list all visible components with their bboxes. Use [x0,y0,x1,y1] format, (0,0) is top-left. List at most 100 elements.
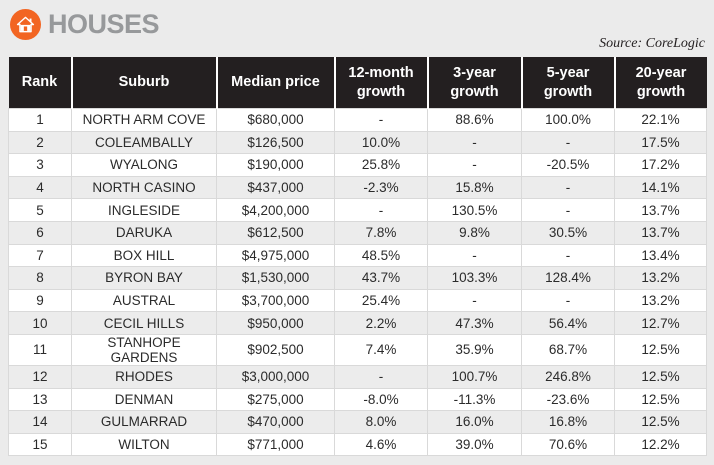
cell-3-year-growth: 35.9% [427,333,522,366]
cell-suburb: AUSTRAL [71,288,217,313]
cell-rank: 14 [8,410,72,434]
cell-20-year-growth: 13.2% [614,266,707,290]
cell-median-price: $1,530,000 [216,266,335,290]
table-row: 10 CECIL HILLS $950,000 2.2% 47.3% 56.4% 12.7% [8,311,707,335]
cell-rank: 3 [8,153,72,177]
cell-12-month-growth: -8.0% [334,387,428,412]
cell-rank: 2 [8,130,72,155]
cell-5-year-growth: - [521,175,615,200]
cell-5-year-growth: - [521,243,615,268]
col-header-suburb: Suburb [70,57,217,109]
cell-3-year-growth: 16.0% [427,410,522,434]
cell-5-year-growth: 70.6% [521,432,615,457]
cell-5-year-growth: - [521,198,615,222]
cell-12-month-growth: - [334,364,428,389]
cell-rank: 7 [8,243,72,268]
cell-median-price: $275,000 [216,387,335,412]
cell-suburb: STANHOPE GARDENS [71,333,217,366]
cell-median-price: $126,500 [216,130,335,155]
cell-suburb: RHODES [71,364,217,389]
cell-3-year-growth: 39.0% [427,432,522,457]
cell-5-year-growth: 56.4% [521,311,615,335]
cell-3-year-growth: 9.8% [427,220,522,245]
cell-20-year-growth: 12.7% [614,311,707,335]
cell-median-price: $4,200,000 [216,198,335,222]
cell-suburb: DARUKA [71,220,217,245]
cell-median-price: $771,000 [216,432,335,457]
cell-median-price: $3,700,000 [216,288,335,313]
cell-5-year-growth: 68.7% [521,333,615,366]
table-row: 9 AUSTRAL $3,700,000 25.4% - -13.2% [8,288,707,313]
cell-5-year-growth: 16.8% [521,410,615,434]
cell-median-price: $902,500 [216,333,335,366]
cell-median-price: $680,000 [216,108,335,132]
house-icon [10,8,41,40]
page-title: HOUSES [48,8,160,39]
cell-suburb: COLEAMBALLY [71,130,217,155]
cell-12-month-growth: 25.4% [334,288,428,313]
cell-5-year-growth: - [521,130,615,155]
cell-rank: 6 [8,220,72,245]
cell-rank: 15 [8,432,72,457]
cell-suburb: WILTON [71,432,217,457]
cell-suburb: GULMARRAD [71,410,217,434]
cell-12-month-growth: 4.6% [334,432,428,457]
cell-20-year-growth: 17.2% [614,153,707,177]
col-header-20-year-growth: 20-year growth [613,57,707,109]
cell-20-year-growth: 22.1% [614,108,707,132]
cell-5-year-growth: -20.5% [521,153,615,177]
cell-median-price: $612,500 [216,220,335,245]
cell-5-year-growth: - [521,288,615,313]
cell-median-price: $950,000 [216,311,335,335]
page-header: HOUSES [0,0,714,41]
cell-12-month-growth: 43.7% [334,266,428,290]
col-header-5-year-growth: 5-year growth [520,57,615,109]
cell-rank: 1 [8,108,72,132]
cell-3-year-growth: - [427,288,522,313]
cell-3-year-growth: 88.6% [427,108,522,132]
source-credit: Source: CoreLogic [599,36,705,51]
cell-3-year-growth: 130.5% [427,198,522,222]
table-row: 8 BYRON BAY $1,530,000 43.7% 103.3% 128.4% 13.… [8,266,707,290]
cell-rank: 5 [8,198,72,222]
table-row: 4 NORTH CASINO $437,000 -2.3% 15.8% -14.1% [8,175,707,200]
cell-median-price: $190,000 [216,153,335,177]
cell-suburb: INGLESIDE [71,198,217,222]
table-row: 11 STANHOPE GARDENS $902,500 7.4% 35.9% 68.7%… [8,333,707,366]
cell-rank: 9 [8,288,72,313]
cell-12-month-growth: - [334,198,428,222]
cell-12-month-growth: 48.5% [334,243,428,268]
cell-5-year-growth: 100.0% [521,108,615,132]
table-row: 13 DENMAN $275,000 -8.0% -11.3% -23.6% 12.5% [8,387,707,412]
cell-12-month-growth: -2.3% [334,175,428,200]
table-row: 3 WYALONG $190,000 25.8% - -20.5% 17.2% [8,153,707,177]
cell-5-year-growth: 128.4% [521,266,615,290]
col-header-median-price: Median price [215,57,335,109]
cell-median-price: $470,000 [216,410,335,434]
cell-12-month-growth: 10.0% [334,130,428,155]
cell-20-year-growth: 13.4% [614,243,707,268]
cell-5-year-growth: 246.8% [521,364,615,389]
table-body: 1 NORTH ARM COVE $680,000-88.6% 100.0% 22.1%… [8,108,707,457]
cell-rank: 11 [8,333,72,366]
cell-3-year-growth: 100.7% [427,364,522,389]
cell-20-year-growth: 12.5% [614,333,707,366]
col-header-12-month-growth: 12-month growth [333,57,428,109]
houses-growth-table: Rank Suburb Median price 12-month growth… [8,57,707,457]
cell-20-year-growth: 17.5% [614,130,707,155]
cell-suburb: DENMAN [71,387,217,412]
cell-3-year-growth: - [427,153,522,177]
cell-20-year-growth: 12.5% [614,364,707,389]
cell-rank: 8 [8,266,72,290]
table-row: 1 NORTH ARM COVE $680,000-88.6% 100.0% 22.1% [8,108,707,132]
cell-3-year-growth: -11.3% [427,387,522,412]
cell-suburb: BOX HILL [71,243,217,268]
cell-12-month-growth: 8.0% [334,410,428,434]
cell-20-year-growth: 12.5% [614,410,707,434]
cell-5-year-growth: -23.6% [521,387,615,412]
cell-12-month-growth: 7.8% [334,220,428,245]
cell-3-year-growth: 103.3% [427,266,522,290]
table-row: 12 RHODES $3,000,000-100.7% 246.8% 12.5% [8,364,707,389]
cell-rank: 4 [8,175,72,200]
